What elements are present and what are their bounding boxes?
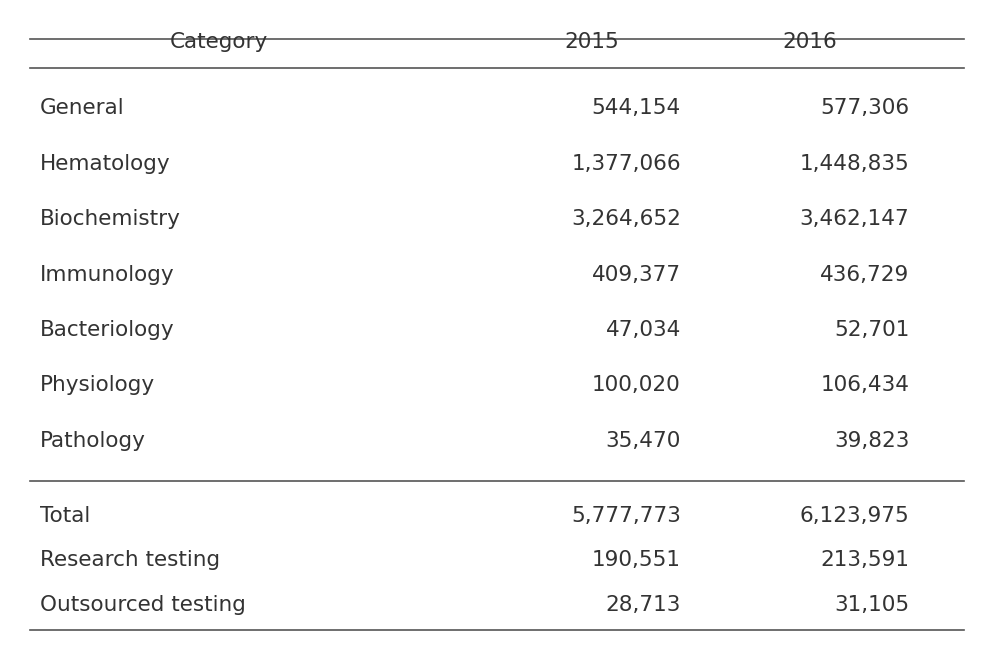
Text: 100,020: 100,020 xyxy=(592,375,681,395)
Text: 213,591: 213,591 xyxy=(820,550,910,570)
Text: 39,823: 39,823 xyxy=(834,431,910,451)
Text: Research testing: Research testing xyxy=(40,550,220,570)
Text: 35,470: 35,470 xyxy=(605,431,681,451)
Text: 577,306: 577,306 xyxy=(820,98,910,118)
Text: 1,448,835: 1,448,835 xyxy=(800,154,910,174)
Text: Outsourced testing: Outsourced testing xyxy=(40,594,246,614)
Text: Pathology: Pathology xyxy=(40,431,146,451)
Text: 52,701: 52,701 xyxy=(834,320,910,340)
Text: 2015: 2015 xyxy=(564,32,619,52)
Text: Category: Category xyxy=(170,32,267,52)
Text: 47,034: 47,034 xyxy=(605,320,681,340)
Text: 106,434: 106,434 xyxy=(820,375,910,395)
Text: 6,123,975: 6,123,975 xyxy=(800,506,910,526)
Text: General: General xyxy=(40,98,124,118)
Text: Hematology: Hematology xyxy=(40,154,170,174)
Text: Bacteriology: Bacteriology xyxy=(40,320,174,340)
Text: Total: Total xyxy=(40,506,90,526)
Text: 190,551: 190,551 xyxy=(591,550,681,570)
Text: 5,777,773: 5,777,773 xyxy=(571,506,681,526)
Text: 2016: 2016 xyxy=(782,32,838,52)
Text: Immunology: Immunology xyxy=(40,265,174,284)
Text: Biochemistry: Biochemistry xyxy=(40,209,181,229)
Text: 3,264,652: 3,264,652 xyxy=(571,209,681,229)
Text: 28,713: 28,713 xyxy=(605,594,681,614)
Text: Physiology: Physiology xyxy=(40,375,155,395)
Text: 31,105: 31,105 xyxy=(834,594,910,614)
Text: 1,377,066: 1,377,066 xyxy=(572,154,681,174)
Text: 436,729: 436,729 xyxy=(820,265,910,284)
Text: 409,377: 409,377 xyxy=(591,265,681,284)
Text: 3,462,147: 3,462,147 xyxy=(800,209,910,229)
Text: 544,154: 544,154 xyxy=(591,98,681,118)
